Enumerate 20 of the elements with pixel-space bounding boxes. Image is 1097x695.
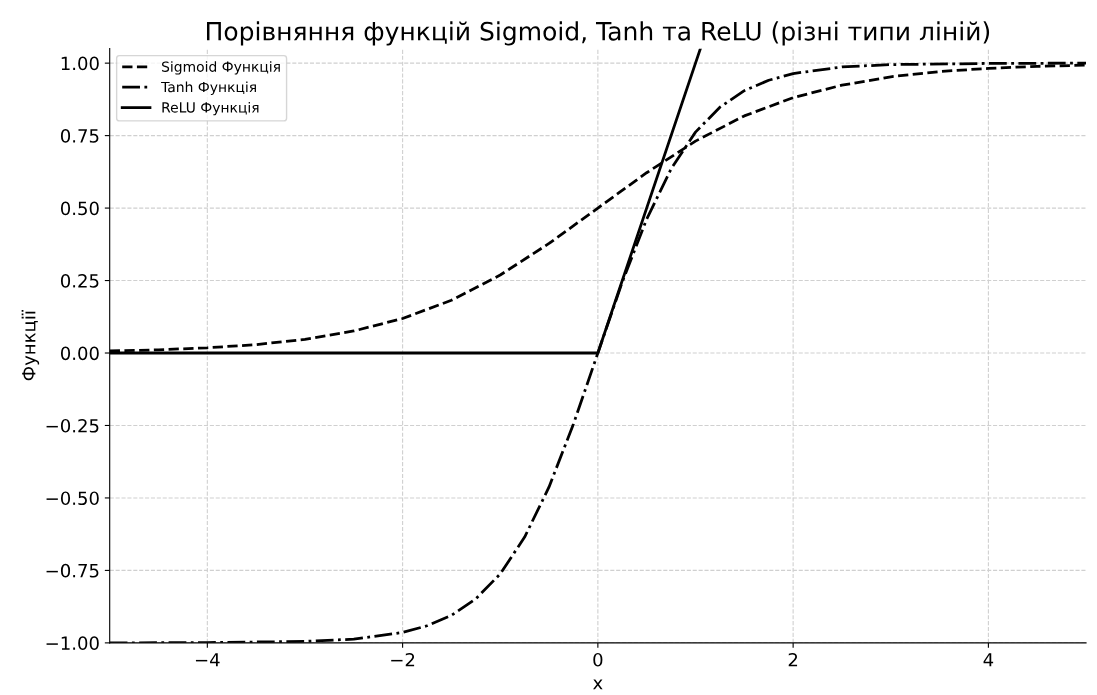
y-tick-label: −0.50 <box>46 491 99 506</box>
y-tick-label: −0.25 <box>46 418 99 433</box>
x-tick-label: 4 <box>983 653 994 667</box>
y-tick-label: 0.50 <box>60 201 99 216</box>
y-axis-title: Функції <box>21 310 40 381</box>
legend-label: ReLU Функція <box>162 101 259 116</box>
x-tick-label: −4 <box>195 653 220 667</box>
y-tick-label: 0.00 <box>60 346 99 361</box>
y-tick-label: 1.00 <box>61 56 99 71</box>
y-tick-label: 0.75 <box>60 129 99 143</box>
x-tick-label: 2 <box>788 652 798 667</box>
x-tick-label: −2 <box>391 652 415 667</box>
x-tick-label: 0 <box>593 652 603 667</box>
y-tick-label: −0.75 <box>46 563 99 578</box>
y-tick-label: −1.00 <box>46 636 99 650</box>
legend-label: Sigmoid Функція <box>162 61 280 75</box>
legend-label: Tanh Функція <box>161 81 256 95</box>
y-tick-label: 0.25 <box>60 274 99 288</box>
chart-title: Порівняння функцій Sigmoid, Tanh та ReLU (різні типи ліній) <box>206 21 990 46</box>
x-axis-title: x <box>593 679 603 690</box>
